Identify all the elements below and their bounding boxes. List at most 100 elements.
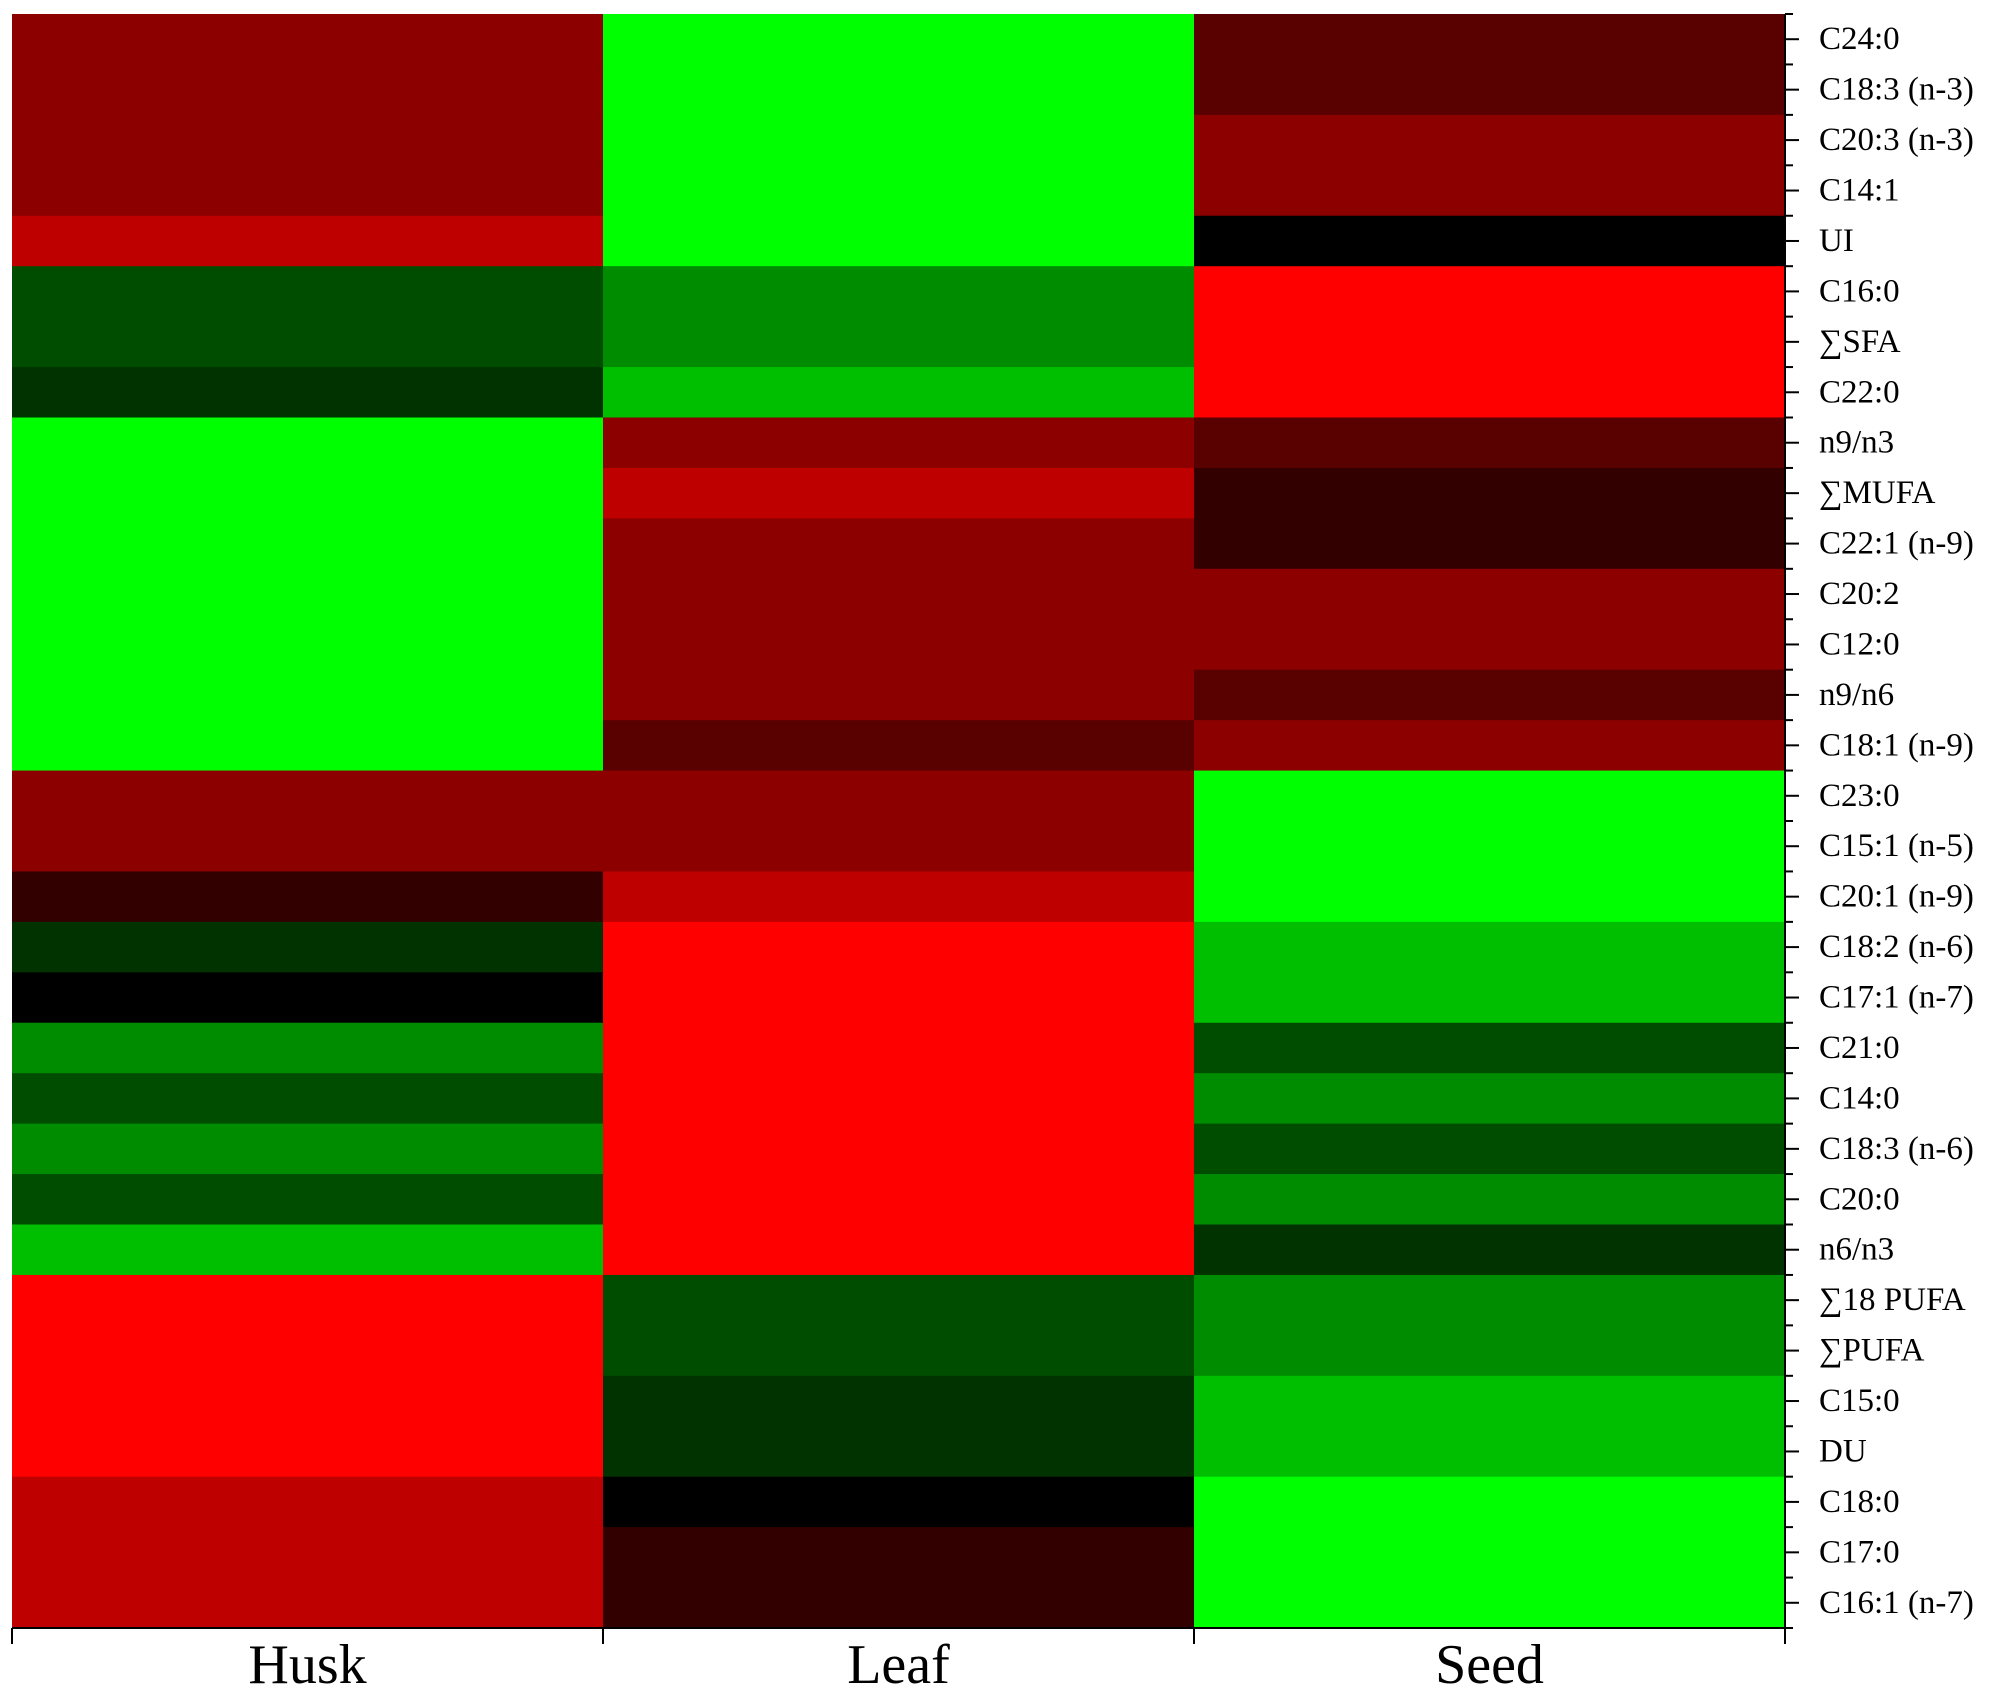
heatmap-cell-seed-c20-0 <box>1194 1174 1786 1226</box>
heatmap-cell-seed-c24-0 <box>1194 14 1786 66</box>
row-label-ui: UI <box>1819 223 1854 259</box>
heatmap-cell-husk-c18-1-n-9 <box>12 720 604 772</box>
row-label-c18-3-n-6: C18:3 (n-6) <box>1819 1131 1974 1167</box>
heatmap-cell-husk-c20-1-n-9 <box>12 871 604 923</box>
heatmap-cell-husk-c16-1-n-7 <box>12 1577 604 1629</box>
heatmap-cell-seed-c12-0 <box>1194 619 1786 671</box>
heatmap-cell-leaf-c15-0 <box>603 1375 1195 1427</box>
heatmap-cell-seed-n9-n3 <box>1194 417 1786 469</box>
heatmap-cell-leaf-du <box>603 1426 1195 1478</box>
heatmap-cell-seed-sum-sfa <box>1194 316 1786 368</box>
heatmap-cell-leaf-c12-0 <box>603 619 1195 671</box>
heatmap-cell-seed-n6-n3 <box>1194 1224 1786 1276</box>
heatmap-cell-leaf-c18-0 <box>603 1476 1195 1528</box>
heatmap-cell-seed-c18-0 <box>1194 1476 1786 1528</box>
heatmap-cell-seed-c15-1-n-5 <box>1194 821 1786 873</box>
row-label-c15-0: C15:0 <box>1819 1383 1900 1419</box>
heatmap-cell-husk-c14-0 <box>12 1073 604 1125</box>
row-label-n9-n3: n9/n3 <box>1819 425 1894 461</box>
row-label-c22-0: C22:0 <box>1819 374 1900 410</box>
heatmap-cell-leaf-c18-2-n-6 <box>603 921 1195 973</box>
column-labels: Husk Leaf Seed <box>248 1634 1544 1696</box>
heatmap-cell-husk-c18-0 <box>12 1476 604 1528</box>
row-label-c18-1-n-9: C18:1 (n-9) <box>1819 727 1974 763</box>
heatmap-cell-leaf-c18-3-n-6 <box>603 1123 1195 1175</box>
row-label-c15-1-n-5: C15:1 (n-5) <box>1819 828 1974 864</box>
heatmap-cell-husk-c20-3-n-3 <box>12 114 604 166</box>
heatmap-cell-leaf-c18-3-n-3 <box>603 64 1195 116</box>
heatmap-cell-leaf-c17-0 <box>603 1527 1195 1579</box>
row-label-c17-0: C17:0 <box>1819 1534 1900 1570</box>
heatmap-cell-seed-c23-0 <box>1194 770 1786 822</box>
heatmap-cell-seed-sum-18-pufa <box>1194 1274 1786 1326</box>
row-label-c14-1: C14:1 <box>1819 173 1900 209</box>
heatmap-cell-husk-c21-0 <box>12 1022 604 1074</box>
heatmap-cell-husk-sum-mufa <box>12 467 604 519</box>
row-label-c22-1-n-9: C22:1 (n-9) <box>1819 526 1974 562</box>
heatmap-cell-husk-sum-pufa <box>12 1325 604 1377</box>
heatmap-cell-seed-c15-0 <box>1194 1375 1786 1427</box>
row-label-n9-n6: n9/n6 <box>1819 677 1894 713</box>
heatmap-cell-leaf-c15-1-n-5 <box>603 821 1195 873</box>
heatmap-cell-leaf-c17-1-n-7 <box>603 972 1195 1024</box>
row-label-c20-0: C20:0 <box>1819 1181 1900 1217</box>
row-label-c21-0: C21:0 <box>1819 1030 1900 1066</box>
row-label-c20-1-n-9: C20:1 (n-9) <box>1819 879 1974 915</box>
heatmap-cell-seed-sum-mufa <box>1194 467 1786 519</box>
heatmap-cell-seed-c21-0 <box>1194 1022 1786 1074</box>
row-label-c18-3-n-3: C18:3 (n-3) <box>1819 72 1974 108</box>
heatmap-cell-husk-c12-0 <box>12 619 604 671</box>
row-label-c18-0: C18:0 <box>1819 1484 1900 1520</box>
heatmap-cell-husk-c17-0 <box>12 1527 604 1579</box>
row-label-c16-0: C16:0 <box>1819 273 1900 309</box>
heatmap-cell-seed-du <box>1194 1426 1786 1478</box>
heatmap-cell-seed-ui <box>1194 215 1786 267</box>
heatmap-cell-husk-n9-n3 <box>12 417 604 469</box>
heatmap-cell-leaf-sum-mufa <box>603 467 1195 519</box>
heatmap-cell-leaf-c20-2 <box>603 568 1195 620</box>
heatmap-cell-husk-c14-1 <box>12 165 604 217</box>
heatmap-cell-husk-sum-18-pufa <box>12 1274 604 1326</box>
column-label-leaf: Leaf <box>847 1634 950 1696</box>
heatmap-cell-husk-c20-2 <box>12 568 604 620</box>
heatmap-cell-husk-c18-3-n-6 <box>12 1123 604 1175</box>
heatmap-cell-husk-c15-1-n-5 <box>12 821 604 873</box>
heatmap-cells <box>12 14 1786 1629</box>
row-labels: C24:0 C18:3 (n-3) C20:3 (n-3) C14:1 UI C16:0 ∑… <box>1819 21 1974 1621</box>
heatmap-cell-leaf-c16-0 <box>603 266 1195 318</box>
row-label-sum-pufa: ∑PUFA <box>1819 1333 1925 1369</box>
heatmap-cell-seed-c16-0 <box>1194 266 1786 318</box>
heatmap-cell-husk-ui <box>12 215 604 267</box>
heatmap-cell-leaf-n9-n6 <box>603 669 1195 721</box>
heatmap-cell-seed-c18-2-n-6 <box>1194 921 1786 973</box>
heatmap-axes <box>11 13 1799 1644</box>
heatmap-cell-leaf-ui <box>603 215 1195 267</box>
column-label-seed: Seed <box>1435 1634 1544 1696</box>
heatmap-cell-seed-c14-0 <box>1194 1073 1786 1125</box>
heatmap-cell-seed-c18-1-n-9 <box>1194 720 1786 772</box>
heatmap-cell-leaf-c24-0 <box>603 14 1195 66</box>
heatmap-cell-seed-c18-3-n-3 <box>1194 64 1786 116</box>
heatmap-cell-husk-c16-0 <box>12 266 604 318</box>
heatmap-cell-leaf-c14-0 <box>603 1073 1195 1125</box>
heatmap-cell-husk-n9-n6 <box>12 669 604 721</box>
heatmap-cell-seed-c20-3-n-3 <box>1194 114 1786 166</box>
heatmap-cell-husk-c18-2-n-6 <box>12 921 604 973</box>
heatmap-cell-leaf-n9-n3 <box>603 417 1195 469</box>
heatmap-cell-leaf-sum-18-pufa <box>603 1274 1195 1326</box>
heatmap-cell-leaf-c21-0 <box>603 1022 1195 1074</box>
row-label-c24-0: C24:0 <box>1819 21 1900 57</box>
heatmap-cell-husk-c22-1-n-9 <box>12 518 604 570</box>
heatmap-cell-husk-du <box>12 1426 604 1478</box>
heatmap-cell-leaf-c14-1 <box>603 165 1195 217</box>
row-label-du: DU <box>1819 1433 1867 1469</box>
heatmap-cell-seed-n9-n6 <box>1194 669 1786 721</box>
heatmap-cell-seed-c22-0 <box>1194 367 1786 419</box>
heatmap-cell-leaf-sum-sfa <box>603 316 1195 368</box>
row-label-c16-1-n-7: C16:1 (n-7) <box>1819 1585 1974 1621</box>
heatmap-cell-husk-c15-0 <box>12 1375 604 1427</box>
heatmap-cell-leaf-n6-n3 <box>603 1224 1195 1276</box>
heatmap-cell-leaf-c20-1-n-9 <box>603 871 1195 923</box>
row-label-c20-3-n-3: C20:3 (n-3) <box>1819 122 1974 158</box>
